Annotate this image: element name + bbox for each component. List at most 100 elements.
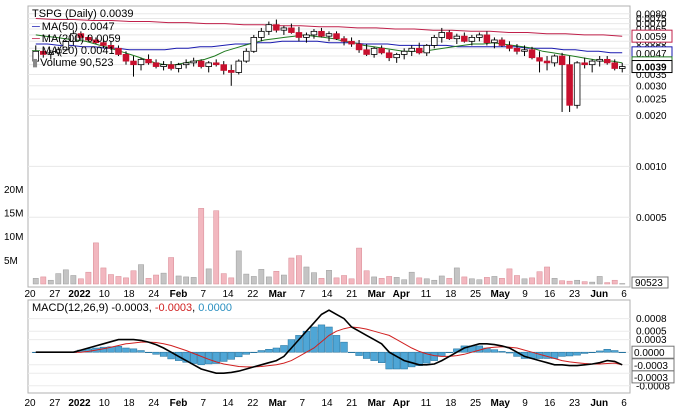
x-tick-label: Mar xyxy=(269,289,287,300)
volume-bar xyxy=(596,276,603,285)
macd-hist-bar xyxy=(257,350,265,353)
candle-body xyxy=(190,60,197,64)
macd-hist-bar xyxy=(355,351,363,356)
volume-bar xyxy=(386,276,393,285)
candle-body xyxy=(92,39,100,44)
volume-bar xyxy=(123,277,129,285)
macd-hist-bar xyxy=(445,351,453,353)
x-tick-label: 7 xyxy=(200,289,206,300)
macd-legend: MACD(12,26,9) -0.0003, -0.0003, 0.0000 xyxy=(32,302,232,314)
x-tick-label: Mar xyxy=(368,398,386,409)
candle-body xyxy=(70,33,77,42)
macd-hist-bar xyxy=(129,348,138,353)
x-tick-label: 16 xyxy=(544,289,556,300)
candle-body xyxy=(596,58,603,62)
macd-badge-label: -0.0003 xyxy=(634,373,668,384)
price-badge-label: 0.0059 xyxy=(636,32,667,43)
volume-bar xyxy=(243,273,250,285)
x-tick-label: 23 xyxy=(569,398,581,409)
volume-bars xyxy=(32,208,626,285)
volume-bar xyxy=(77,278,84,285)
candle-body xyxy=(370,47,378,55)
candle-body xyxy=(32,50,40,62)
volume-bar xyxy=(363,270,370,285)
volume-bar xyxy=(491,276,498,285)
macd-hist-bar xyxy=(347,351,356,353)
candle-body xyxy=(100,42,107,46)
candlesticks xyxy=(32,19,626,112)
legend-ma50-label: MA(50) 0.0047 xyxy=(42,21,115,33)
volume-bar xyxy=(213,210,220,285)
price-badge-box xyxy=(631,29,673,43)
candle-body xyxy=(618,66,626,69)
candle-body xyxy=(415,47,423,54)
macd-hist-bar xyxy=(287,339,296,353)
candle-body xyxy=(280,27,288,31)
price-tick-label: 0.0075 xyxy=(636,14,667,25)
ma200-line xyxy=(35,18,623,37)
volume-bar xyxy=(333,277,340,285)
candle-body xyxy=(498,39,506,46)
price-tick-label: 0.0035 xyxy=(636,70,667,81)
candle-body xyxy=(288,27,295,33)
x-tick-label: 7 xyxy=(299,398,305,409)
candle-body xyxy=(130,60,137,66)
x-axis-price: 20 27 2022 10 18 24 Feb 7 14 22 Mar 7 14 21 Mar Apr 11 18… xyxy=(24,289,627,300)
macd-hist-bar xyxy=(220,351,228,362)
x-tick-label: 16 xyxy=(544,398,556,409)
macd-hist-bar xyxy=(377,351,386,363)
macd-hist-bar xyxy=(393,351,401,370)
volume-bar xyxy=(544,266,550,285)
x-tick-label: 27 xyxy=(49,289,61,300)
volume-bar xyxy=(258,269,265,285)
macd-hist-bar xyxy=(408,351,416,368)
volume-bar xyxy=(168,257,174,285)
macd-tick-label: 0.0008 xyxy=(636,314,667,325)
price-badge-label: 0.0047 xyxy=(636,49,667,60)
macd-hist-bar xyxy=(190,351,198,364)
x-tick-label: 20 xyxy=(24,398,36,409)
x-tick-label: 18 xyxy=(123,289,135,300)
candle-body xyxy=(325,33,333,37)
volume-bar xyxy=(296,255,302,285)
volume-bar xyxy=(408,271,415,285)
volume-bar xyxy=(611,279,618,285)
macd-tick-label: 0.0005 xyxy=(636,327,667,338)
candle-body xyxy=(581,62,588,66)
x-tick-label: 14 xyxy=(222,289,234,300)
candle-body xyxy=(400,50,408,55)
x-tick-label: 14 xyxy=(321,289,333,300)
candle-body xyxy=(408,47,415,52)
candle-body xyxy=(506,45,513,49)
macd-hist-bar xyxy=(565,351,574,357)
volume-bar xyxy=(265,276,272,285)
x-tick-label: 11 xyxy=(421,398,432,409)
candle-body xyxy=(205,62,212,67)
volume-bar xyxy=(108,274,114,285)
candle-body xyxy=(303,34,310,38)
volume-bar xyxy=(536,271,543,285)
candle-body xyxy=(528,49,536,59)
macd-legend-hist: 0.0000 xyxy=(198,302,232,314)
macd-hist-bar xyxy=(581,351,589,354)
candle-body xyxy=(603,58,611,64)
candle-body xyxy=(355,43,363,51)
macd-hist-bar xyxy=(122,347,130,353)
candle-body xyxy=(160,64,167,67)
volume-bar xyxy=(220,273,227,285)
legend-ma200: ─ MA(200) 0.0059 xyxy=(31,33,121,45)
volume-tick-label: 20M xyxy=(4,185,23,196)
x-tick-label: 9 xyxy=(522,289,528,300)
candle-body xyxy=(212,62,220,66)
legend-ma20-label: MA(20) 0.0041 xyxy=(42,45,115,57)
candle-body xyxy=(318,30,325,37)
candle-body xyxy=(573,62,581,106)
macd-lines xyxy=(35,309,623,375)
price-tick-label: 0.0030 xyxy=(636,81,667,92)
volume-bar xyxy=(506,268,513,285)
x-tick-label: 22 xyxy=(247,398,259,409)
candle-body xyxy=(348,40,355,45)
volume-bar xyxy=(484,277,490,285)
